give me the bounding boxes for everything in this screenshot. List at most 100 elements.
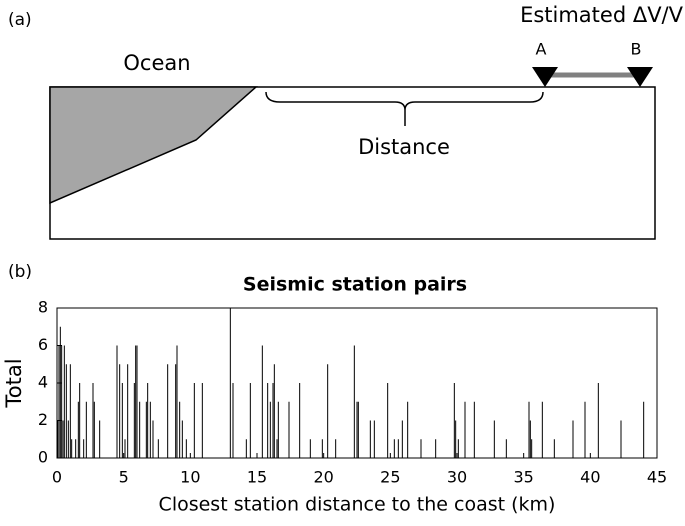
x-tick-label: 30 xyxy=(447,468,467,487)
bar xyxy=(373,420,375,458)
bar xyxy=(393,439,395,458)
x-axis-label: Closest station distance to the coast (k… xyxy=(159,494,556,516)
bar xyxy=(357,401,359,458)
ocean-label: Ocean xyxy=(123,51,190,75)
bar xyxy=(157,439,159,458)
bar xyxy=(92,383,94,458)
x-tick-label: 40 xyxy=(580,468,600,487)
bar xyxy=(529,420,531,458)
bar xyxy=(135,345,137,458)
bar xyxy=(309,439,311,458)
bar xyxy=(267,383,269,458)
x-tick-label: 20 xyxy=(313,468,333,487)
bar xyxy=(57,420,59,458)
bar xyxy=(201,383,203,458)
bar xyxy=(69,364,71,458)
bar xyxy=(175,364,177,458)
bar xyxy=(58,345,60,458)
bar xyxy=(62,420,64,458)
x-tick-label: 5 xyxy=(119,468,129,487)
bar xyxy=(464,401,466,458)
bar xyxy=(397,439,399,458)
bar xyxy=(99,420,101,458)
bar xyxy=(572,420,574,458)
bar xyxy=(121,383,123,458)
bar xyxy=(127,364,129,458)
bar xyxy=(277,401,279,458)
bar xyxy=(232,383,234,458)
x-tick-label: 15 xyxy=(247,468,267,487)
bar xyxy=(93,401,95,458)
y-axis-label: Total xyxy=(2,358,26,408)
bar xyxy=(420,439,422,458)
bar xyxy=(321,439,323,458)
bar xyxy=(531,439,533,458)
bar xyxy=(85,401,87,458)
bar xyxy=(276,439,278,458)
bar xyxy=(541,401,543,458)
bar xyxy=(147,383,149,458)
bar xyxy=(181,420,183,458)
bar xyxy=(245,439,247,458)
bar xyxy=(299,383,301,458)
bar xyxy=(152,420,154,458)
x-tick-label: 45 xyxy=(647,468,667,487)
bar xyxy=(505,439,507,458)
bar xyxy=(597,383,599,458)
bar xyxy=(353,345,355,458)
bar xyxy=(185,439,187,458)
bar xyxy=(335,439,337,458)
station-b xyxy=(627,67,653,87)
bar xyxy=(136,345,138,458)
y-tick-label: 8 xyxy=(38,298,48,317)
bar xyxy=(528,401,530,458)
x-tick-label: 0 xyxy=(52,468,62,487)
bar xyxy=(149,401,151,458)
y-tick-label: 2 xyxy=(38,410,48,429)
bar xyxy=(261,345,263,458)
bar xyxy=(77,401,79,458)
bar xyxy=(407,401,409,458)
bar xyxy=(288,401,290,458)
bar xyxy=(401,420,403,458)
ocean-shape xyxy=(49,86,258,205)
bar xyxy=(145,401,147,458)
chart-title: Seismic station pairs xyxy=(243,274,467,296)
bar xyxy=(620,420,622,458)
bar xyxy=(453,383,455,458)
bar xyxy=(75,439,77,458)
bar xyxy=(269,401,271,458)
bar xyxy=(116,345,118,458)
bar xyxy=(273,364,275,458)
bar xyxy=(553,439,555,458)
bar xyxy=(356,401,358,458)
bracket xyxy=(265,91,544,126)
distance-label: Distance xyxy=(358,135,450,159)
station-b-label: B xyxy=(631,40,642,59)
bar xyxy=(179,401,181,458)
bar xyxy=(79,383,81,458)
panel-label: (a) xyxy=(8,10,32,30)
bar xyxy=(435,439,437,458)
bar xyxy=(67,420,69,458)
y-tick-label: 4 xyxy=(38,373,48,392)
estimate-label: Estimated ΔV/V xyxy=(520,3,684,27)
bar xyxy=(63,345,65,458)
bar xyxy=(272,383,274,458)
bar xyxy=(61,345,63,458)
bar xyxy=(59,326,61,458)
x-tick-label: 35 xyxy=(513,468,533,487)
bar xyxy=(493,420,495,458)
bar xyxy=(387,383,389,458)
bar xyxy=(139,401,141,458)
bar xyxy=(83,439,85,458)
x-tick-label: 10 xyxy=(180,468,200,487)
station-a-label: A xyxy=(536,40,547,59)
y-tick-label: 6 xyxy=(38,335,48,354)
station-a xyxy=(532,67,558,87)
y-tick-label: 0 xyxy=(38,448,48,467)
bar xyxy=(124,439,126,458)
bar xyxy=(457,439,459,458)
bar xyxy=(249,383,251,458)
